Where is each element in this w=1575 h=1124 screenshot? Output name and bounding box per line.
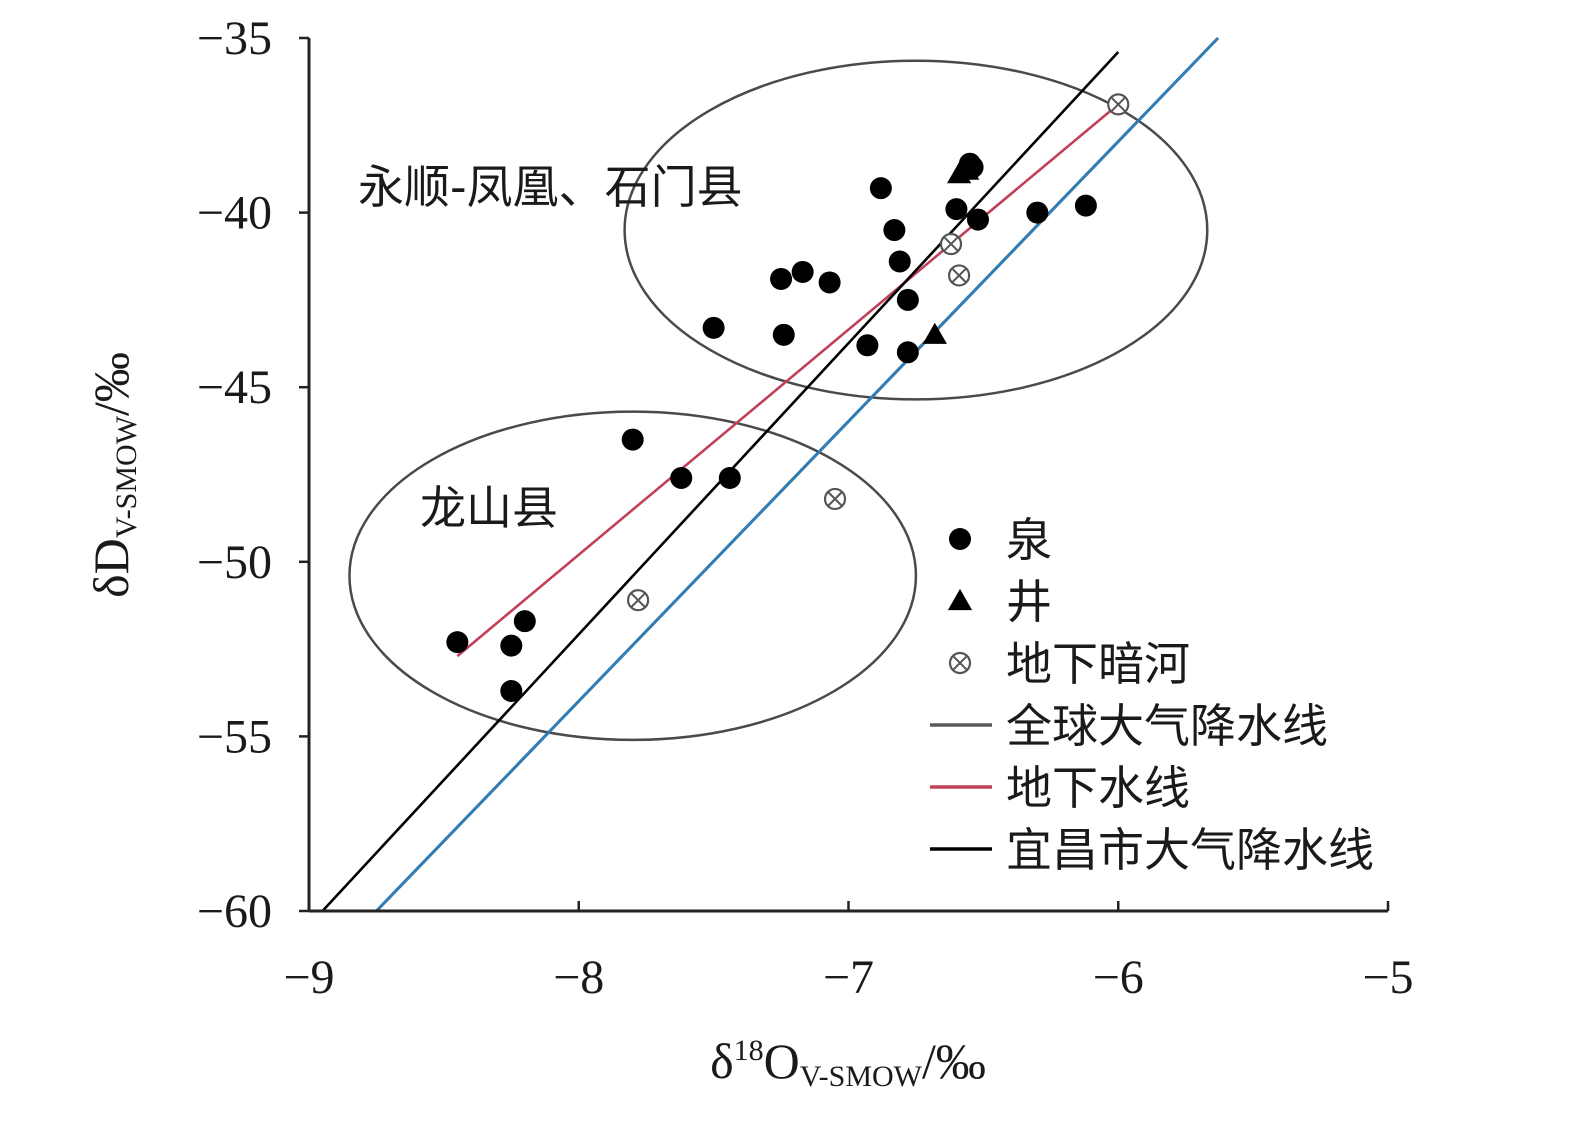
region-ellipse-0 — [623, 59, 1209, 401]
point-泉 — [513, 610, 536, 633]
x-tick-label: −9 — [283, 951, 334, 1004]
point-泉 — [446, 631, 469, 654]
x-tick-label: −5 — [1362, 951, 1413, 1004]
x-axis-title-o: O — [764, 1033, 800, 1089]
point-泉 — [896, 341, 919, 364]
point-泉 — [670, 466, 693, 489]
x-axis-title-sub: V-SMOW — [800, 1060, 923, 1093]
point-泉 — [702, 316, 725, 339]
point-地下暗河 — [626, 589, 650, 612]
line-全球大气降水线-shadow — [375, 37, 1219, 912]
point-泉 — [770, 267, 793, 290]
y-tick-label: −60 — [197, 885, 272, 938]
region-labels: 永顺-凤凰、石门县 龙山县 — [358, 160, 743, 535]
legend-swatch — [947, 588, 973, 611]
y-tick-label: −40 — [197, 187, 272, 240]
axis-ticks: −9 −8 −7 −6 −5 −60 −55 −50 −45 −40 −35 — [197, 12, 1414, 1004]
x-tick-label: −7 — [823, 951, 874, 1004]
point-泉 — [945, 198, 968, 221]
point-泉 — [818, 271, 841, 294]
point-泉 — [718, 466, 741, 489]
point-井 — [955, 158, 980, 180]
point-泉 — [856, 334, 879, 357]
legend-swatch — [949, 528, 971, 550]
y-axis-title: δDV-SMOW/‰ — [83, 352, 143, 598]
y-axis-title-unit: /‰ — [83, 352, 139, 416]
point-泉 — [1074, 194, 1097, 217]
point-泉 — [500, 680, 523, 703]
legend-label: 泉 — [1006, 513, 1052, 567]
point-泉 — [883, 219, 906, 242]
legend-label: 宜昌市大气降水线 — [1006, 823, 1374, 877]
point-地下暗河 — [947, 264, 971, 287]
x-tick-label: −8 — [553, 951, 604, 1004]
point-地下暗河 — [1107, 93, 1130, 116]
region-label-longshan: 龙山县 — [420, 481, 558, 535]
point-泉 — [1026, 201, 1049, 224]
x-axis-title-delta: δ — [710, 1033, 734, 1089]
point-泉 — [500, 634, 523, 657]
line-地下水线 — [456, 103, 1120, 658]
legend-swatch — [948, 651, 972, 675]
point-井 — [922, 322, 947, 344]
y-tick-label: −45 — [197, 361, 272, 414]
region-label-yongshun: 永顺-凤凰、石门县 — [358, 160, 743, 214]
legend-label: 地下暗河 — [1006, 637, 1190, 691]
y-tick-label: −50 — [197, 536, 272, 589]
point-泉 — [896, 288, 919, 311]
y-tick-label: −35 — [197, 12, 272, 65]
x-axis-title-sup: 18 — [734, 1034, 764, 1067]
point-泉 — [621, 428, 644, 451]
svg-text:δ18OV-SMOW/‰: δ18OV-SMOW/‰ — [710, 1033, 986, 1093]
x-axis-title-unit: /‰ — [922, 1033, 986, 1089]
y-axis-title-main: δD — [83, 538, 139, 598]
region-ellipses — [348, 59, 1209, 742]
y-tick-label: −55 — [197, 710, 272, 763]
region-ellipse-1 — [348, 410, 918, 742]
point-地下暗河 — [939, 232, 963, 256]
point-地下暗河 — [823, 487, 847, 511]
legend-label: 井 — [1006, 575, 1052, 629]
point-泉 — [966, 208, 989, 231]
point-泉 — [772, 323, 795, 346]
point-泉 — [888, 250, 911, 273]
legend-label: 全球大气降水线 — [1006, 699, 1328, 753]
legend-label: 地下水线 — [1006, 761, 1190, 815]
x-axis-title: δ18OV-SMOW/‰ — [710, 1033, 986, 1093]
x-tick-label: −6 — [1093, 951, 1144, 1004]
point-泉 — [869, 177, 892, 200]
svg-text:δDV-SMOW/‰: δDV-SMOW/‰ — [83, 352, 143, 598]
data-points — [446, 93, 1130, 703]
point-泉 — [791, 260, 814, 283]
y-axis-title-sub: V-SMOW — [110, 415, 143, 538]
